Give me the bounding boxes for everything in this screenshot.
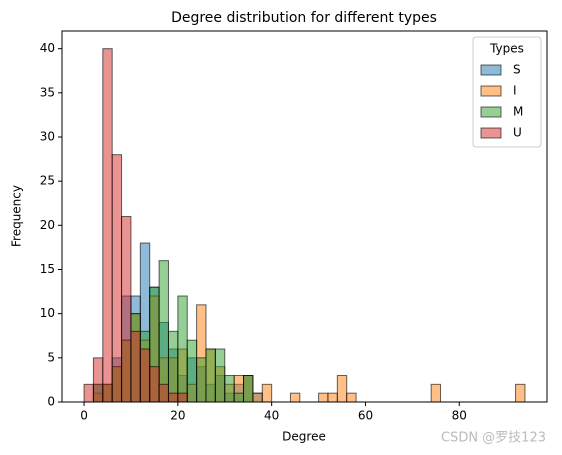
legend-swatch [480,106,502,118]
bar [289,392,301,403]
chart-title: Degree distribution for different types [171,10,437,26]
y-tick-label: 40 [40,41,55,55]
y-tick-label: 10 [40,306,55,320]
bar [83,383,94,403]
bar [158,260,169,403]
bar [186,339,198,403]
y-axis-label: Frequency [10,185,24,247]
bar [224,375,235,403]
legend-label: U [513,126,522,140]
bar [111,154,123,403]
watermark: CSDN @罗技123 [441,431,546,446]
bar [177,392,188,403]
plot-frame [61,30,548,403]
x-tick-label: 20 [170,409,185,423]
bar [252,392,263,403]
y-tick-label: 20 [40,218,55,232]
y-tick-label: 25 [40,174,55,188]
bar [346,392,357,403]
y-tick-label: 5 [47,350,55,364]
bar [177,295,188,403]
x-tick-label: 80 [452,409,467,423]
y-tick-label: 35 [40,85,55,99]
bar [214,348,226,403]
legend-swatch [480,85,502,97]
bar [139,348,151,403]
x-axis-label: Degree [282,430,326,444]
y-tick-label: 15 [40,262,55,276]
bar [336,375,348,403]
legend-title: Types [489,42,524,56]
bar [121,216,132,403]
bar [243,375,254,403]
x-tick-label: 40 [264,409,279,423]
x-tick-label: 60 [358,409,373,423]
bar [102,48,113,403]
legend-swatch [480,64,502,76]
bar [149,366,160,403]
bar [261,383,273,403]
legend-label: M [513,105,523,119]
bar [327,392,338,403]
legend-label: I [513,84,517,98]
bar [318,392,329,403]
bar [196,357,207,403]
bar [430,383,442,403]
y-tick-label: 0 [47,395,55,409]
legend-label: S [513,63,521,77]
bar [515,383,526,403]
x-tick-label: 0 [80,409,88,423]
bar [167,330,179,403]
bar [130,330,141,403]
bar [205,348,216,403]
y-tick-label: 30 [40,130,55,144]
bar [167,392,179,403]
bar [158,383,169,403]
bar [92,357,104,403]
bar [233,392,245,403]
legend-swatch [480,127,502,139]
